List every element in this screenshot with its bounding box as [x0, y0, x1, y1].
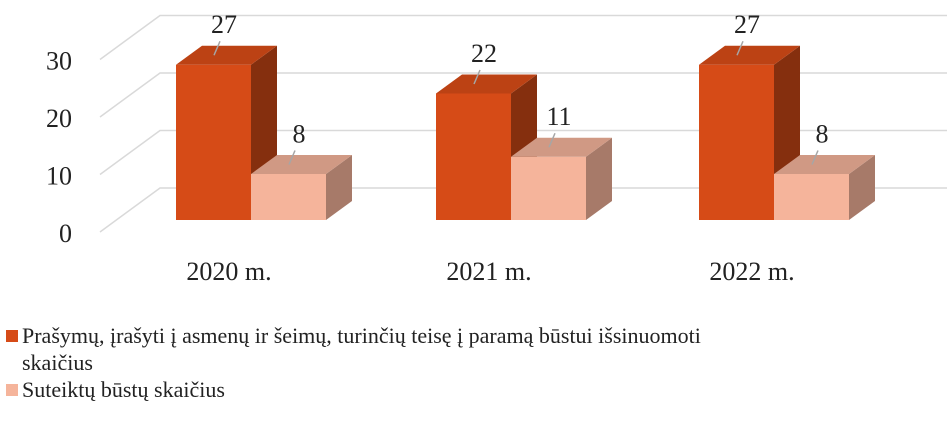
- bar-top: [436, 74, 537, 94]
- y-tick-label: 10: [46, 161, 72, 190]
- y-tick-label: 30: [46, 46, 72, 75]
- data-label: 22: [471, 39, 497, 68]
- data-label: 11: [546, 102, 571, 131]
- bar: [176, 45, 277, 220]
- bar-top: [176, 45, 277, 65]
- bar-top: [511, 137, 612, 157]
- legend-entry: Suteiktų būstų skaičius: [6, 376, 947, 403]
- data-label: 8: [293, 119, 306, 148]
- grid-line: [99, 14, 947, 61]
- grid-line: [99, 72, 947, 118]
- bar-front: [176, 64, 251, 220]
- data-label: 8: [816, 119, 829, 148]
- bar-side: [849, 155, 875, 220]
- bar-front: [511, 156, 586, 220]
- legend-label: Prašymų, įrašyti į asmenų ir šeimų, turi…: [22, 323, 701, 375]
- legend-label: Suteiktų būstų skaičius: [22, 377, 225, 402]
- bar-top: [774, 155, 875, 174]
- legend-entry: Prašymų, įrašyti į asmenų ir šeimų, turi…: [6, 322, 947, 376]
- bar: [251, 155, 352, 220]
- data-label: 27: [211, 10, 237, 39]
- bar-top: [251, 155, 352, 174]
- data-label: 27: [734, 10, 760, 39]
- leader-line: [288, 150, 296, 165]
- bar-side: [326, 155, 352, 220]
- leader-line: [548, 132, 556, 148]
- bar: [774, 155, 875, 220]
- leader-line: [213, 40, 221, 56]
- leader-line: [736, 40, 744, 56]
- bar-side: [586, 137, 612, 220]
- chart: 0 10 20 30 2020 m. 27 8 2021 m. 22 11 2022 m. 27 8: [46, 10, 947, 286]
- leader-line: [811, 150, 819, 165]
- bar-front: [436, 93, 511, 220]
- bar-front: [699, 64, 774, 220]
- y-tick-label: 20: [46, 104, 72, 133]
- y-tick-label: 0: [59, 219, 72, 248]
- grid-line: [99, 129, 947, 176]
- bar: [511, 137, 612, 220]
- bar: [699, 45, 800, 220]
- bar-front: [251, 174, 326, 220]
- x-tick-label: 2020 m.: [186, 257, 271, 286]
- x-tick-label: 2022 m.: [709, 257, 794, 286]
- bar-front: [774, 174, 849, 220]
- legend-swatch: [6, 330, 18, 342]
- grid-line: [99, 187, 947, 233]
- legend-swatch: [6, 384, 18, 396]
- leader-line: [473, 69, 481, 85]
- legend: Prašymų, įrašyti į asmenų ir šeimų, turi…: [6, 322, 947, 403]
- bar-top: [699, 45, 800, 65]
- x-tick-label: 2021 m.: [446, 257, 531, 286]
